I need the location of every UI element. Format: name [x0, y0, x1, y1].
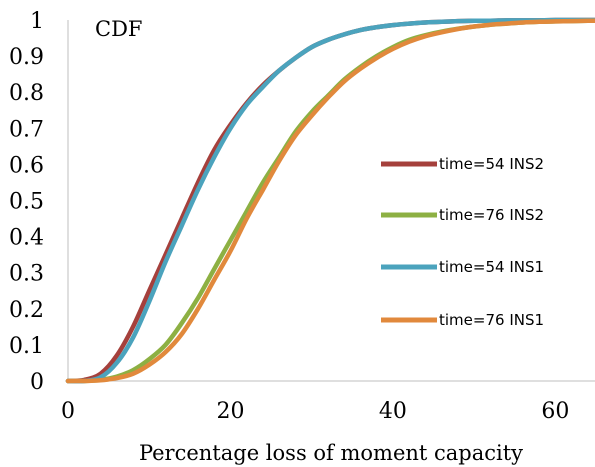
legend: time=54 INS2 time=76 INS2 time=54 INS1 time… — [381, 155, 544, 329]
y-tick-label: 0.9 — [9, 45, 44, 70]
y-tick-label: 0.8 — [9, 81, 44, 106]
y-tick-label: 0.4 — [9, 226, 44, 251]
x-tick-label: 60 — [541, 399, 569, 424]
x-tick-label: 40 — [379, 399, 407, 424]
y-tick-label: 0.2 — [9, 298, 44, 323]
legend-label: time=54 INS2 — [439, 155, 544, 173]
y-tick-label: 0.5 — [9, 190, 44, 215]
y-tick-labels: 0 0.1 0.2 0.3 0.4 0.5 0.6 0.7 0.8 0.9 1 — [9, 9, 44, 395]
x-tick-label: 20 — [216, 399, 244, 424]
y-tick-label: 1 — [30, 9, 44, 34]
y-tick-label: 0.3 — [9, 262, 44, 287]
chart-title: CDF — [95, 17, 142, 41]
x-tick-labels: 0 20 40 60 — [61, 399, 569, 424]
x-axis-title: Percentage loss of moment capacity — [139, 441, 523, 465]
x-tick-label: 0 — [61, 399, 75, 424]
y-tick-label: 0 — [30, 370, 44, 395]
legend-label: time=54 INS1 — [439, 258, 544, 276]
legend-label: time=76 INS1 — [439, 311, 544, 329]
y-tick-label: 0.1 — [9, 334, 44, 359]
y-tick-label: 0.6 — [9, 153, 44, 178]
series-line-3 — [65, 17, 595, 384]
series-line-4 — [65, 18, 595, 384]
legend-label: time=76 INS2 — [439, 206, 544, 224]
y-tick-label: 0.7 — [9, 117, 44, 142]
plot-area — [67, 20, 595, 382]
series-lines — [65, 17, 595, 384]
